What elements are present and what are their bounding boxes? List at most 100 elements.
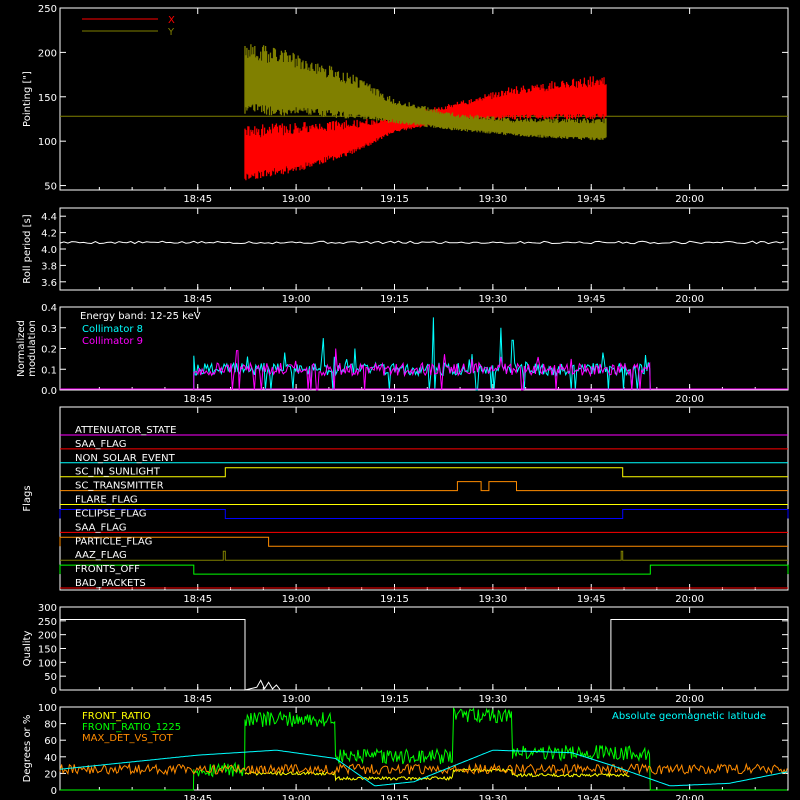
flags-panel: 18:45 19:00 19:15 19:30 19:45 20:00 Flags ATTEN… — [22, 406, 789, 605]
x-tick-label: 18:45 — [183, 794, 212, 800]
flag-label: ATTENUATOR_STATE — [75, 425, 176, 436]
x-tick-label: 20:00 — [675, 794, 704, 800]
flag-label: FRONTS_OFF — [75, 564, 140, 575]
series-quality — [60, 619, 788, 691]
x-tick-label: 19:45 — [577, 694, 606, 705]
series-front-ratio-1225 — [60, 707, 788, 791]
x-tick-label: 20:00 — [675, 194, 704, 205]
y-tick-label: 250 — [38, 617, 57, 628]
x-tick-label: 19:30 — [478, 694, 507, 705]
y-tick-label: 100 — [38, 658, 57, 669]
x-tick-label: 19:45 — [577, 194, 606, 205]
y-tick-label: 0.0 — [41, 386, 57, 397]
flag-label: ECLIPSE_FLAG — [75, 508, 146, 519]
series-roll-period — [59, 240, 785, 245]
y-tick-label: 250 — [38, 4, 57, 15]
y-tick-label: 4.0 — [41, 245, 57, 256]
x-tick-label: 19:00 — [282, 594, 311, 605]
y-axis-label: Roll period [s] — [22, 214, 33, 283]
y-tick-label: 0 — [51, 686, 57, 697]
legend-text: Collimator 9 — [82, 336, 143, 347]
x-tick-label: 19:15 — [380, 394, 409, 405]
x-tick-label: 19:15 — [380, 194, 409, 205]
degrees-panel: 18:45 19:00 19:15 19:30 19:45 20:00 0 20 40 60 80 1… — [22, 703, 789, 800]
flag-label: SC_TRANSMITTER — [75, 481, 164, 492]
x-tick-label: 19:30 — [478, 394, 507, 405]
y-tick-label: 3.8 — [41, 261, 57, 272]
x-tick-label: 19:45 — [577, 294, 606, 305]
energy-band-annotation: Energy band: 12-25 keV — [80, 311, 201, 322]
series-absolute-geomagnetic-latitude — [59, 749, 788, 787]
flag-label: NON_SOLAR_EVENT — [75, 453, 176, 464]
x-tick-label: 18:45 — [183, 194, 212, 205]
y-tick-label: 3.6 — [41, 278, 57, 289]
flag-line — [60, 481, 788, 492]
x-tick-label: 19:45 — [577, 594, 606, 605]
x-tick-label: 19:00 — [282, 794, 311, 800]
pointing-panel: 18:45 19:00 19:15 19:30 19:45 20:00 50 100 150 20… — [22, 4, 789, 205]
y-tick-label: 100 — [38, 137, 57, 148]
y-axis-label: Quality — [22, 631, 33, 667]
x-tick-label: 18:45 — [183, 694, 212, 705]
x-tick-label: 19:30 — [478, 794, 507, 800]
flag-line — [59, 564, 789, 575]
flag-label: FLARE_FLAG — [75, 495, 138, 506]
y-tick-label: 0.3 — [41, 324, 57, 335]
y-tick-label: 150 — [38, 645, 57, 656]
flags-frame — [59, 406, 789, 591]
x-tick-label: 19:15 — [380, 594, 409, 605]
degrees-frame — [59, 706, 789, 791]
y-tick-label: 300 — [38, 603, 57, 614]
flag-line — [60, 467, 788, 478]
y-axis-label: Degrees or % — [22, 715, 33, 783]
flag-label: SAA_FLAG — [75, 522, 126, 533]
flag-label: SC_IN_SUNLIGHT — [75, 467, 161, 478]
x-tick-label: 20:00 — [675, 694, 704, 705]
x-tick-label: 19:15 — [380, 794, 409, 800]
x-tick-label: 19:30 — [478, 294, 507, 305]
pointing-frame — [59, 7, 789, 191]
y-tick-label: 0.1 — [41, 365, 57, 376]
y-tick-label: 80 — [44, 720, 57, 731]
x-tick-label: 18:45 — [183, 594, 212, 605]
series-max-det-vs-tot — [59, 762, 788, 776]
legend-text: Y — [167, 27, 175, 38]
roll-period-panel: 18:45 19:00 19:15 19:30 19:45 20:00 3.6 3.8 4.0 4… — [22, 207, 789, 305]
legend-text: X — [168, 15, 175, 26]
y-tick-label: 200 — [38, 48, 57, 59]
x-tick-label: 19:30 — [478, 194, 507, 205]
x-tick-label: 18:45 — [183, 394, 212, 405]
modulation-panel: 18:45 19:00 19:15 19:30 19:45 20:00 0.0 0.1 0.2 0… — [16, 303, 789, 405]
y-tick-label: 40 — [44, 753, 57, 764]
y-tick-label: 0.4 — [41, 303, 57, 314]
series-collimator-9 — [193, 348, 651, 391]
y-axis-label: Pointing ["] — [22, 71, 33, 127]
flag-label: AAZ_FLAG — [75, 550, 127, 561]
series-y — [244, 44, 607, 141]
y-tick-label: 150 — [38, 93, 57, 104]
flag-line — [60, 550, 788, 561]
y-tick-label: 60 — [44, 736, 57, 747]
y-tick-label: 0.2 — [41, 345, 57, 356]
y-tick-label: 4.4 — [41, 212, 57, 223]
x-tick-label: 19:45 — [577, 794, 606, 800]
y-axis-label: modulation — [27, 320, 38, 377]
legend-text: MAX_DET_VS_TOT — [82, 733, 174, 744]
x-tick-label: 20:00 — [675, 294, 704, 305]
x-tick-label: 19:00 — [282, 194, 311, 205]
x-tick-label: 19:00 — [282, 294, 311, 305]
y-tick-label: 100 — [38, 703, 57, 714]
y-axis-label: Normalized — [16, 320, 27, 377]
legend-text: Collimator 8 — [82, 324, 143, 335]
y-tick-label: 4.2 — [41, 229, 57, 240]
series-front-ratio — [244, 767, 630, 782]
series-collimator-8 — [193, 317, 651, 391]
x-tick-label: 20:00 — [675, 394, 704, 405]
x-tick-label: 19:00 — [282, 394, 311, 405]
y-tick-label: 200 — [38, 631, 57, 642]
x-tick-label: 19:15 — [380, 694, 409, 705]
y-tick-label: 50 — [44, 182, 57, 193]
quality-panel: 18:45 19:00 19:15 19:30 19:45 20:00 0 50 100 150 2… — [22, 603, 789, 705]
flag-label: SAA_FLAG — [75, 439, 126, 450]
geomagnetic-latitude-annotation: Absolute geomagnetic latitude — [612, 711, 766, 722]
